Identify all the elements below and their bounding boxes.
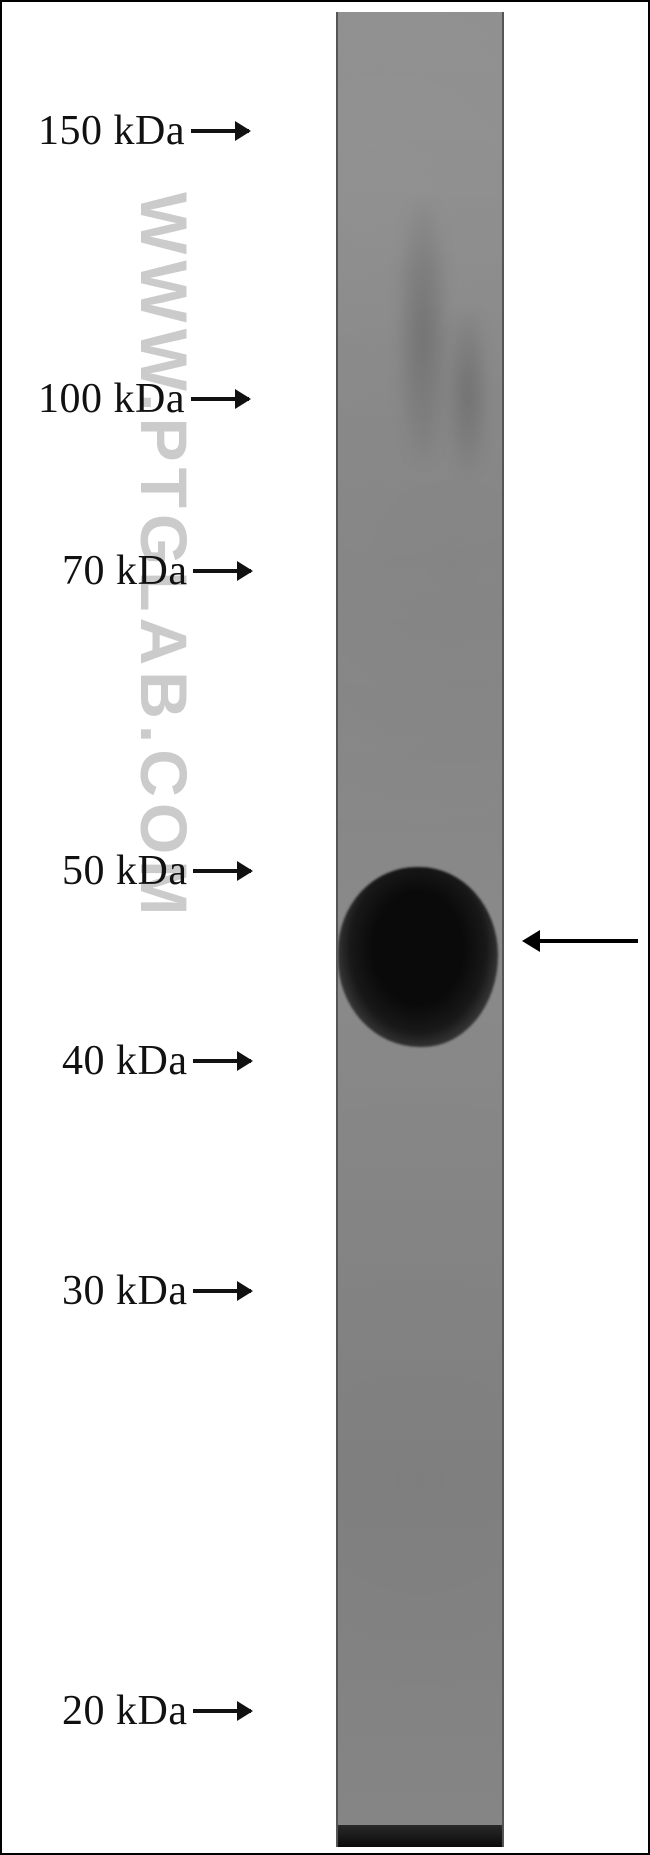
mw-marker: 150 kDa — [38, 107, 249, 155]
arrow-right-icon — [193, 1289, 251, 1293]
target-band — [338, 867, 498, 1047]
lane-smear — [398, 202, 448, 462]
mw-marker-label: 40 kDa — [62, 1037, 187, 1085]
mw-marker-label: 30 kDa — [62, 1267, 187, 1315]
mw-marker: 30 kDa — [62, 1267, 251, 1315]
mw-marker-label: 20 kDa — [62, 1687, 187, 1735]
mw-marker: 100 kDa — [38, 375, 249, 423]
mw-marker-label: 50 kDa — [62, 847, 187, 895]
arrow-right-icon — [193, 869, 251, 873]
target-arrow — [522, 930, 638, 952]
mw-marker: 70 kDa — [62, 547, 251, 595]
mw-marker: 50 kDa — [62, 847, 251, 895]
arrow-right-icon — [191, 397, 249, 401]
blot-figure: WWW.PTGLAB.COM 150 kDa100 kDa70 kDa50 kD… — [0, 0, 650, 1855]
arrow-right-icon — [193, 569, 251, 573]
blot-lane — [336, 12, 504, 1847]
arrow-right-icon — [191, 129, 249, 133]
mw-marker-label: 150 kDa — [38, 107, 185, 155]
mw-marker-label: 70 kDa — [62, 547, 187, 595]
arrow-right-icon — [193, 1059, 251, 1063]
arrow-right-icon — [193, 1709, 251, 1713]
lane-smear — [448, 312, 488, 472]
arrow-shaft — [538, 939, 638, 943]
mw-marker: 40 kDa — [62, 1037, 251, 1085]
lane-bottom-edge — [338, 1825, 502, 1847]
mw-marker-label: 100 kDa — [38, 375, 185, 423]
mw-marker: 20 kDa — [62, 1687, 251, 1735]
